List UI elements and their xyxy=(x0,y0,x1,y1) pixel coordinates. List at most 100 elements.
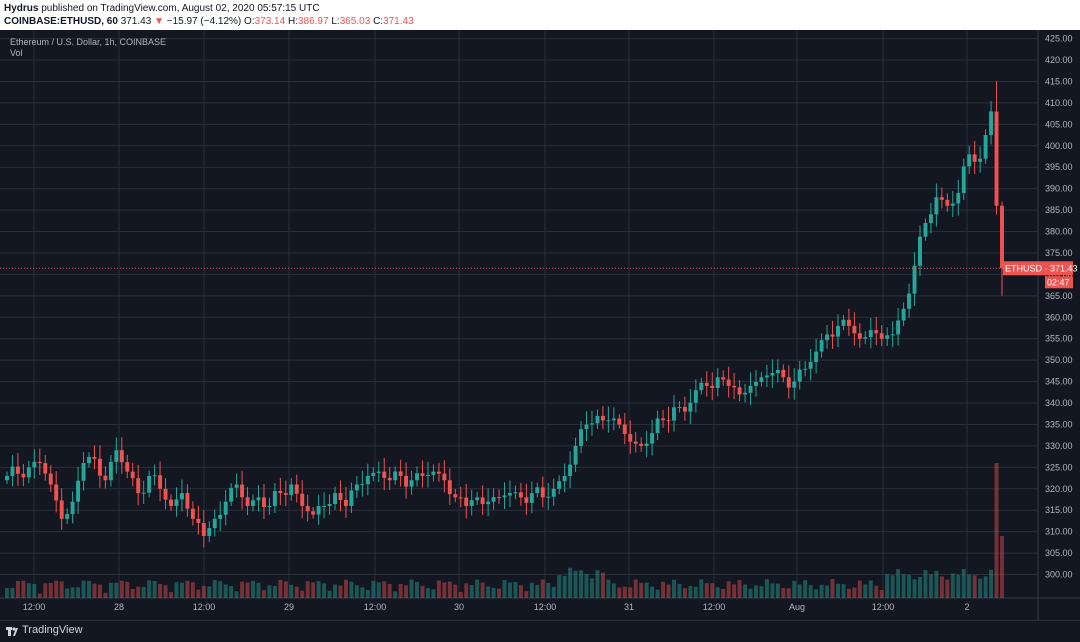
candle-body xyxy=(174,499,179,506)
open-label: O: xyxy=(244,16,255,27)
candle-body xyxy=(983,135,988,159)
x-tick-label: 12:00 xyxy=(23,602,46,612)
candle-body xyxy=(223,501,228,515)
volume-bar xyxy=(639,582,644,598)
volume-bar xyxy=(382,581,387,598)
y-tick-label: 315.00 xyxy=(1045,505,1073,515)
candle-body xyxy=(442,473,447,481)
volume-bar xyxy=(961,569,966,598)
candle-body xyxy=(781,369,786,378)
volume-bar xyxy=(923,570,928,598)
candle-body xyxy=(945,199,950,206)
low-value: 365.03 xyxy=(339,16,371,27)
published-text: published on TradingView.com, August 02,… xyxy=(41,3,320,14)
volume-bar xyxy=(775,583,780,598)
candle-body xyxy=(349,490,354,506)
candle-body xyxy=(125,462,130,472)
volume-bar xyxy=(868,580,873,598)
volume-bar xyxy=(693,586,698,598)
volume-bar xyxy=(978,578,983,598)
candle-body xyxy=(546,496,551,498)
candle-body xyxy=(803,368,808,370)
volume-bar xyxy=(119,580,124,598)
volume-bar xyxy=(557,575,562,598)
volume-bar xyxy=(201,585,206,598)
volume-bar xyxy=(901,574,906,598)
price-tag-box xyxy=(1003,261,1073,276)
candle-body xyxy=(261,497,266,508)
candle-body xyxy=(190,508,195,519)
candle-body xyxy=(573,445,578,465)
volume-bar xyxy=(836,583,840,598)
author-name[interactable]: Hydrus xyxy=(4,3,39,14)
candle-body xyxy=(420,473,425,476)
volume-bar xyxy=(699,579,704,598)
volume-bar xyxy=(524,591,529,598)
candle-body xyxy=(666,420,671,422)
candle-body xyxy=(70,501,75,515)
volume-bar xyxy=(551,586,556,598)
y-tick-label: 390.00 xyxy=(1045,184,1073,194)
volume-bar xyxy=(797,584,802,598)
candle-body xyxy=(480,497,485,505)
chart-area[interactable]: 425.00 420.00 415.00 410.00 405.00 400.00 395.… xyxy=(0,30,1080,620)
volume-bar xyxy=(163,585,168,598)
volume-bar xyxy=(841,584,846,598)
volume-bar xyxy=(486,586,491,598)
volume-bar xyxy=(896,569,901,598)
y-tick-label: 325.00 xyxy=(1045,462,1073,472)
symbol-label: COINBASE:ETHUSD, 60 xyxy=(4,16,118,27)
volume-bar xyxy=(97,584,102,598)
candle-body xyxy=(797,369,802,382)
candle-body xyxy=(436,471,441,474)
volume-bar xyxy=(600,572,605,598)
volume-bar xyxy=(322,583,327,598)
x-tick-label: 31 xyxy=(624,602,634,612)
volume-bar xyxy=(819,584,824,598)
candle-body xyxy=(305,505,310,512)
y-tick-label: 410.00 xyxy=(1045,98,1073,108)
candle-body xyxy=(737,387,742,395)
volume-bar xyxy=(584,573,589,598)
tradingview-brand[interactable]: TradingView xyxy=(22,624,83,636)
volume-bar xyxy=(814,589,819,598)
volume-bar xyxy=(994,463,999,598)
volume-bar xyxy=(918,576,922,598)
volume-bar xyxy=(272,586,277,598)
candle-body xyxy=(453,494,458,498)
candle-body xyxy=(234,484,239,488)
candle-body xyxy=(360,484,365,486)
candle-body xyxy=(1000,205,1004,269)
volume-bar xyxy=(879,590,884,598)
volume-bar xyxy=(546,582,551,598)
candle-body xyxy=(371,472,376,476)
candle-body xyxy=(158,475,163,489)
x-tick-label: Aug xyxy=(789,602,805,612)
volume-bar xyxy=(365,589,370,598)
candle-body xyxy=(196,518,201,524)
candle-body xyxy=(147,475,152,493)
volume-bar xyxy=(983,576,988,598)
volume-bar xyxy=(726,581,731,598)
volume-bar xyxy=(458,591,463,598)
candle-body xyxy=(710,385,715,388)
volume-bar xyxy=(688,585,693,598)
candle-body xyxy=(754,381,758,386)
volume-bar xyxy=(338,585,343,598)
candle-body xyxy=(21,473,26,478)
volume-label: Vol xyxy=(10,48,23,58)
candle-body xyxy=(819,340,824,352)
candle-body xyxy=(322,505,327,507)
y-tick-label: 300.00 xyxy=(1045,570,1073,580)
candlestick-chart[interactable]: 425.00 420.00 415.00 410.00 405.00 400.00 395.… xyxy=(0,30,1080,620)
candle-body xyxy=(579,429,584,446)
candle-body xyxy=(972,154,977,162)
candle-body xyxy=(15,466,20,474)
tradingview-logo-icon[interactable] xyxy=(6,625,18,637)
volume-bar xyxy=(573,570,578,598)
candle-body xyxy=(633,441,638,444)
volume-bar xyxy=(376,582,381,598)
volume-bar xyxy=(37,593,42,598)
volume-bar xyxy=(223,584,228,598)
candle-body xyxy=(354,484,359,491)
